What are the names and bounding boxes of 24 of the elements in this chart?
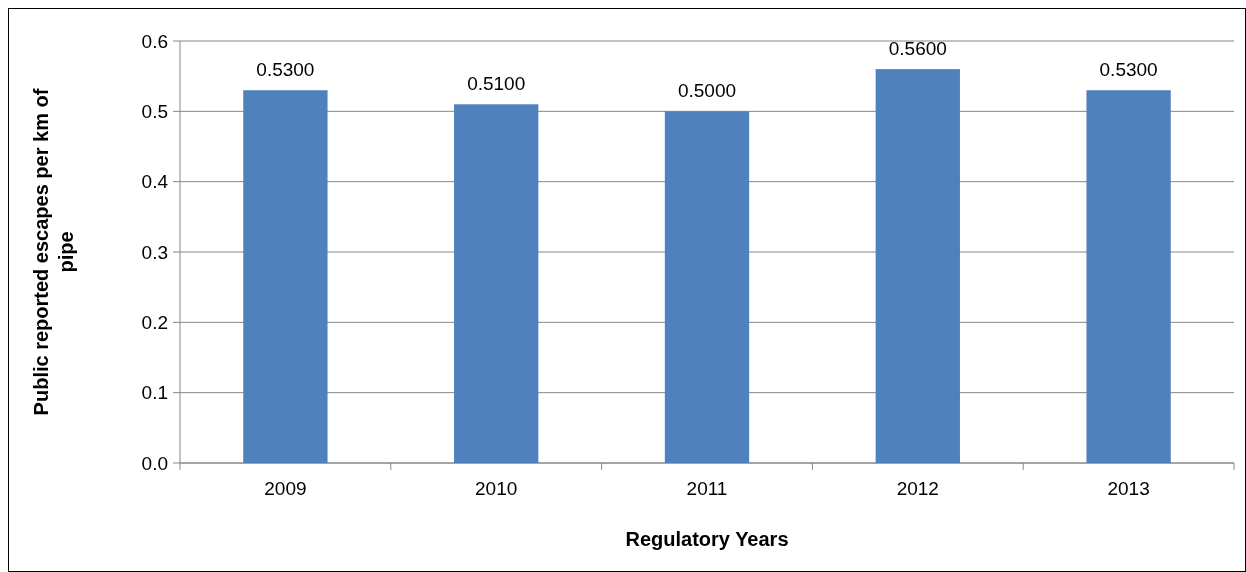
y-tick-label: 0.5 (141, 100, 168, 122)
x-tick-label: 2011 (686, 478, 728, 499)
y-tick-label: 0.0 (141, 452, 168, 474)
bar (664, 111, 750, 463)
data-label: 0.5000 (677, 80, 737, 102)
y-tick-label: 0.6 (141, 30, 168, 52)
bar (454, 104, 539, 463)
data-label: 0.5100 (467, 73, 526, 95)
bar (1086, 90, 1171, 463)
y-tick-label: 0.4 (141, 171, 169, 193)
y-tick-label: 0.1 (141, 382, 168, 404)
y-axis-title: Public reported escapes per km of pipe (30, 88, 77, 416)
x-tick-label: 2012 (896, 478, 939, 499)
x-tick-label: 2010 (475, 478, 518, 499)
x-tick-label: 2013 (1107, 478, 1150, 499)
data-label: 0.5300 (1099, 59, 1158, 81)
data-label: 0.5600 (888, 38, 947, 60)
bar (243, 90, 328, 463)
x-axis-title: Regulatory Years (625, 528, 789, 550)
data-label: 0.5300 (256, 59, 315, 81)
bar (875, 69, 960, 463)
y-tick-label: 0.3 (141, 241, 168, 263)
y-tick-label: 0.2 (141, 311, 168, 333)
x-tick-label: 2009 (264, 478, 307, 499)
